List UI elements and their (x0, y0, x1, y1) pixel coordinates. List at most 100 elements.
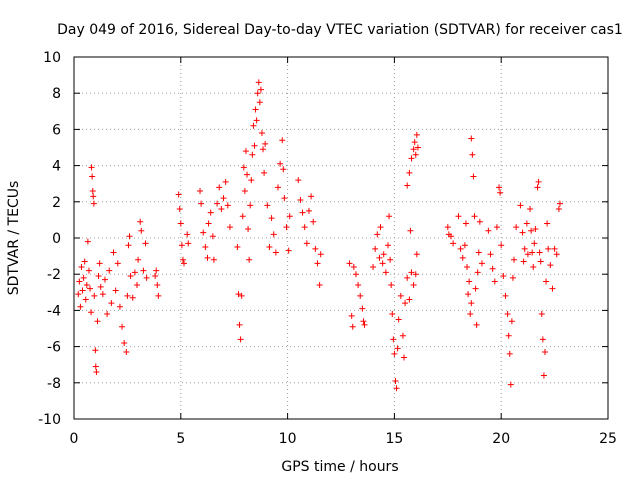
data-point (461, 242, 468, 249)
data-point (179, 256, 186, 263)
axis-ticks: 0 5 10 15 20 25 -10 -8 -6 -4 -2 0 2 4 6 8 10 (38, 50, 617, 447)
data-point (457, 245, 464, 252)
data-point (272, 249, 279, 256)
data-point (184, 231, 191, 238)
data-point (299, 209, 306, 216)
x-tick-label: 15 (385, 431, 403, 447)
data-point (528, 227, 535, 234)
data-point (374, 231, 381, 238)
data-point (274, 184, 281, 191)
data-point (254, 90, 261, 97)
data-point (382, 269, 389, 276)
data-point (110, 249, 117, 256)
data-point (250, 122, 257, 129)
data-point (135, 256, 142, 263)
data-point (547, 262, 554, 269)
data-point (513, 224, 520, 231)
data-point (541, 349, 548, 356)
data-point (125, 242, 132, 249)
data-point (222, 178, 229, 185)
data-point (544, 220, 551, 227)
data-point (134, 282, 141, 289)
data-point (277, 160, 284, 167)
data-point (283, 224, 290, 231)
data-point (360, 318, 367, 325)
data-point (357, 292, 364, 299)
data-point (538, 311, 545, 318)
data-point (247, 202, 254, 209)
y-tick-label: 2 (52, 195, 61, 211)
data-point (377, 224, 384, 231)
data-point (500, 273, 507, 280)
x-tick-label: 10 (279, 431, 297, 447)
data-point (279, 137, 286, 144)
data-point (536, 249, 543, 256)
data-point (404, 182, 411, 189)
data-point (448, 233, 455, 240)
data-point (502, 292, 509, 299)
data-point (379, 260, 386, 267)
data-point (411, 139, 418, 146)
data-point (237, 336, 244, 343)
data-point (256, 99, 263, 106)
data-point (178, 242, 185, 249)
data-point (209, 233, 216, 240)
data-point (152, 273, 159, 280)
data-point (359, 305, 366, 312)
data-point (96, 260, 103, 267)
data-point (505, 332, 512, 339)
data-point (404, 274, 411, 281)
data-point (235, 291, 242, 298)
data-point (468, 300, 475, 307)
data-point (401, 354, 408, 361)
data-point (176, 206, 183, 213)
data-point (253, 117, 260, 124)
data-point (261, 169, 268, 176)
data-point (414, 144, 421, 151)
data-point (81, 258, 88, 265)
data-point (95, 273, 102, 280)
data-point (90, 193, 97, 200)
data-point (346, 260, 353, 267)
x-tick-label: 5 (176, 431, 185, 447)
x-tick-label: 20 (492, 431, 510, 447)
data-point (473, 321, 480, 328)
data-point (413, 251, 420, 258)
data-point (119, 323, 126, 330)
data-point (207, 209, 214, 216)
data-point (85, 267, 92, 274)
data-point (498, 242, 505, 249)
data-point (310, 218, 317, 225)
data-point (380, 251, 387, 258)
data-point (264, 202, 271, 209)
data-point (413, 131, 420, 138)
data-point (236, 321, 243, 328)
data-point (476, 218, 483, 225)
data-point (140, 267, 147, 274)
data-point (89, 173, 96, 180)
data-point (459, 254, 466, 261)
x-axis-label: GPS time / hours (281, 459, 398, 475)
data-point (239, 213, 246, 220)
data-point (312, 245, 319, 252)
data-point (530, 263, 537, 270)
y-tick-label: 6 (52, 122, 61, 138)
data-point (386, 213, 393, 220)
data-point (534, 184, 541, 191)
data-point (200, 229, 207, 236)
data-point (218, 206, 225, 213)
data-point (305, 207, 312, 214)
data-point (517, 202, 524, 209)
data-point (469, 151, 476, 158)
data-point (555, 206, 562, 213)
data-point (185, 240, 192, 247)
data-point (507, 381, 514, 388)
data-point (410, 282, 417, 289)
data-point (242, 148, 249, 155)
data-point (197, 187, 204, 194)
data-point (224, 202, 231, 209)
data-point (508, 318, 515, 325)
data-point (260, 146, 267, 153)
data-point (399, 332, 406, 339)
data-point (506, 350, 513, 357)
